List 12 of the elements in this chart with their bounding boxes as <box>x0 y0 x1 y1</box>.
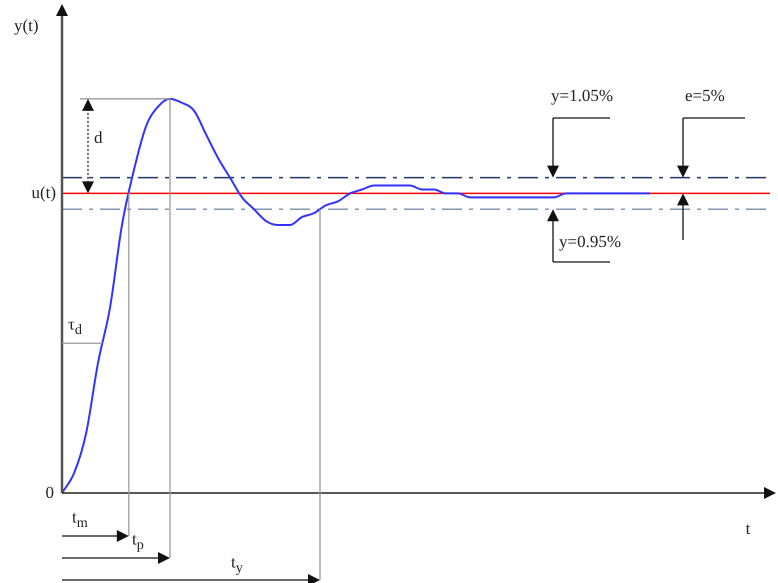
annotation: y=1.05% <box>551 86 613 106</box>
ref-line-label: u(t) <box>31 183 56 204</box>
text: 0 <box>46 483 54 503</box>
annotation: e=5% <box>685 86 725 106</box>
y-axis-title: y(t) <box>14 16 39 36</box>
x-axis-title: t <box>746 519 750 539</box>
text: t$_{y}$ <box>231 552 243 577</box>
text: t$_{m}$ <box>72 508 88 532</box>
annotation: d <box>94 128 102 148</box>
annotation: τ$_{d}$ <box>68 314 82 340</box>
text: t$_{p}$ <box>132 530 144 554</box>
annotation: y=0.95% <box>559 232 621 252</box>
